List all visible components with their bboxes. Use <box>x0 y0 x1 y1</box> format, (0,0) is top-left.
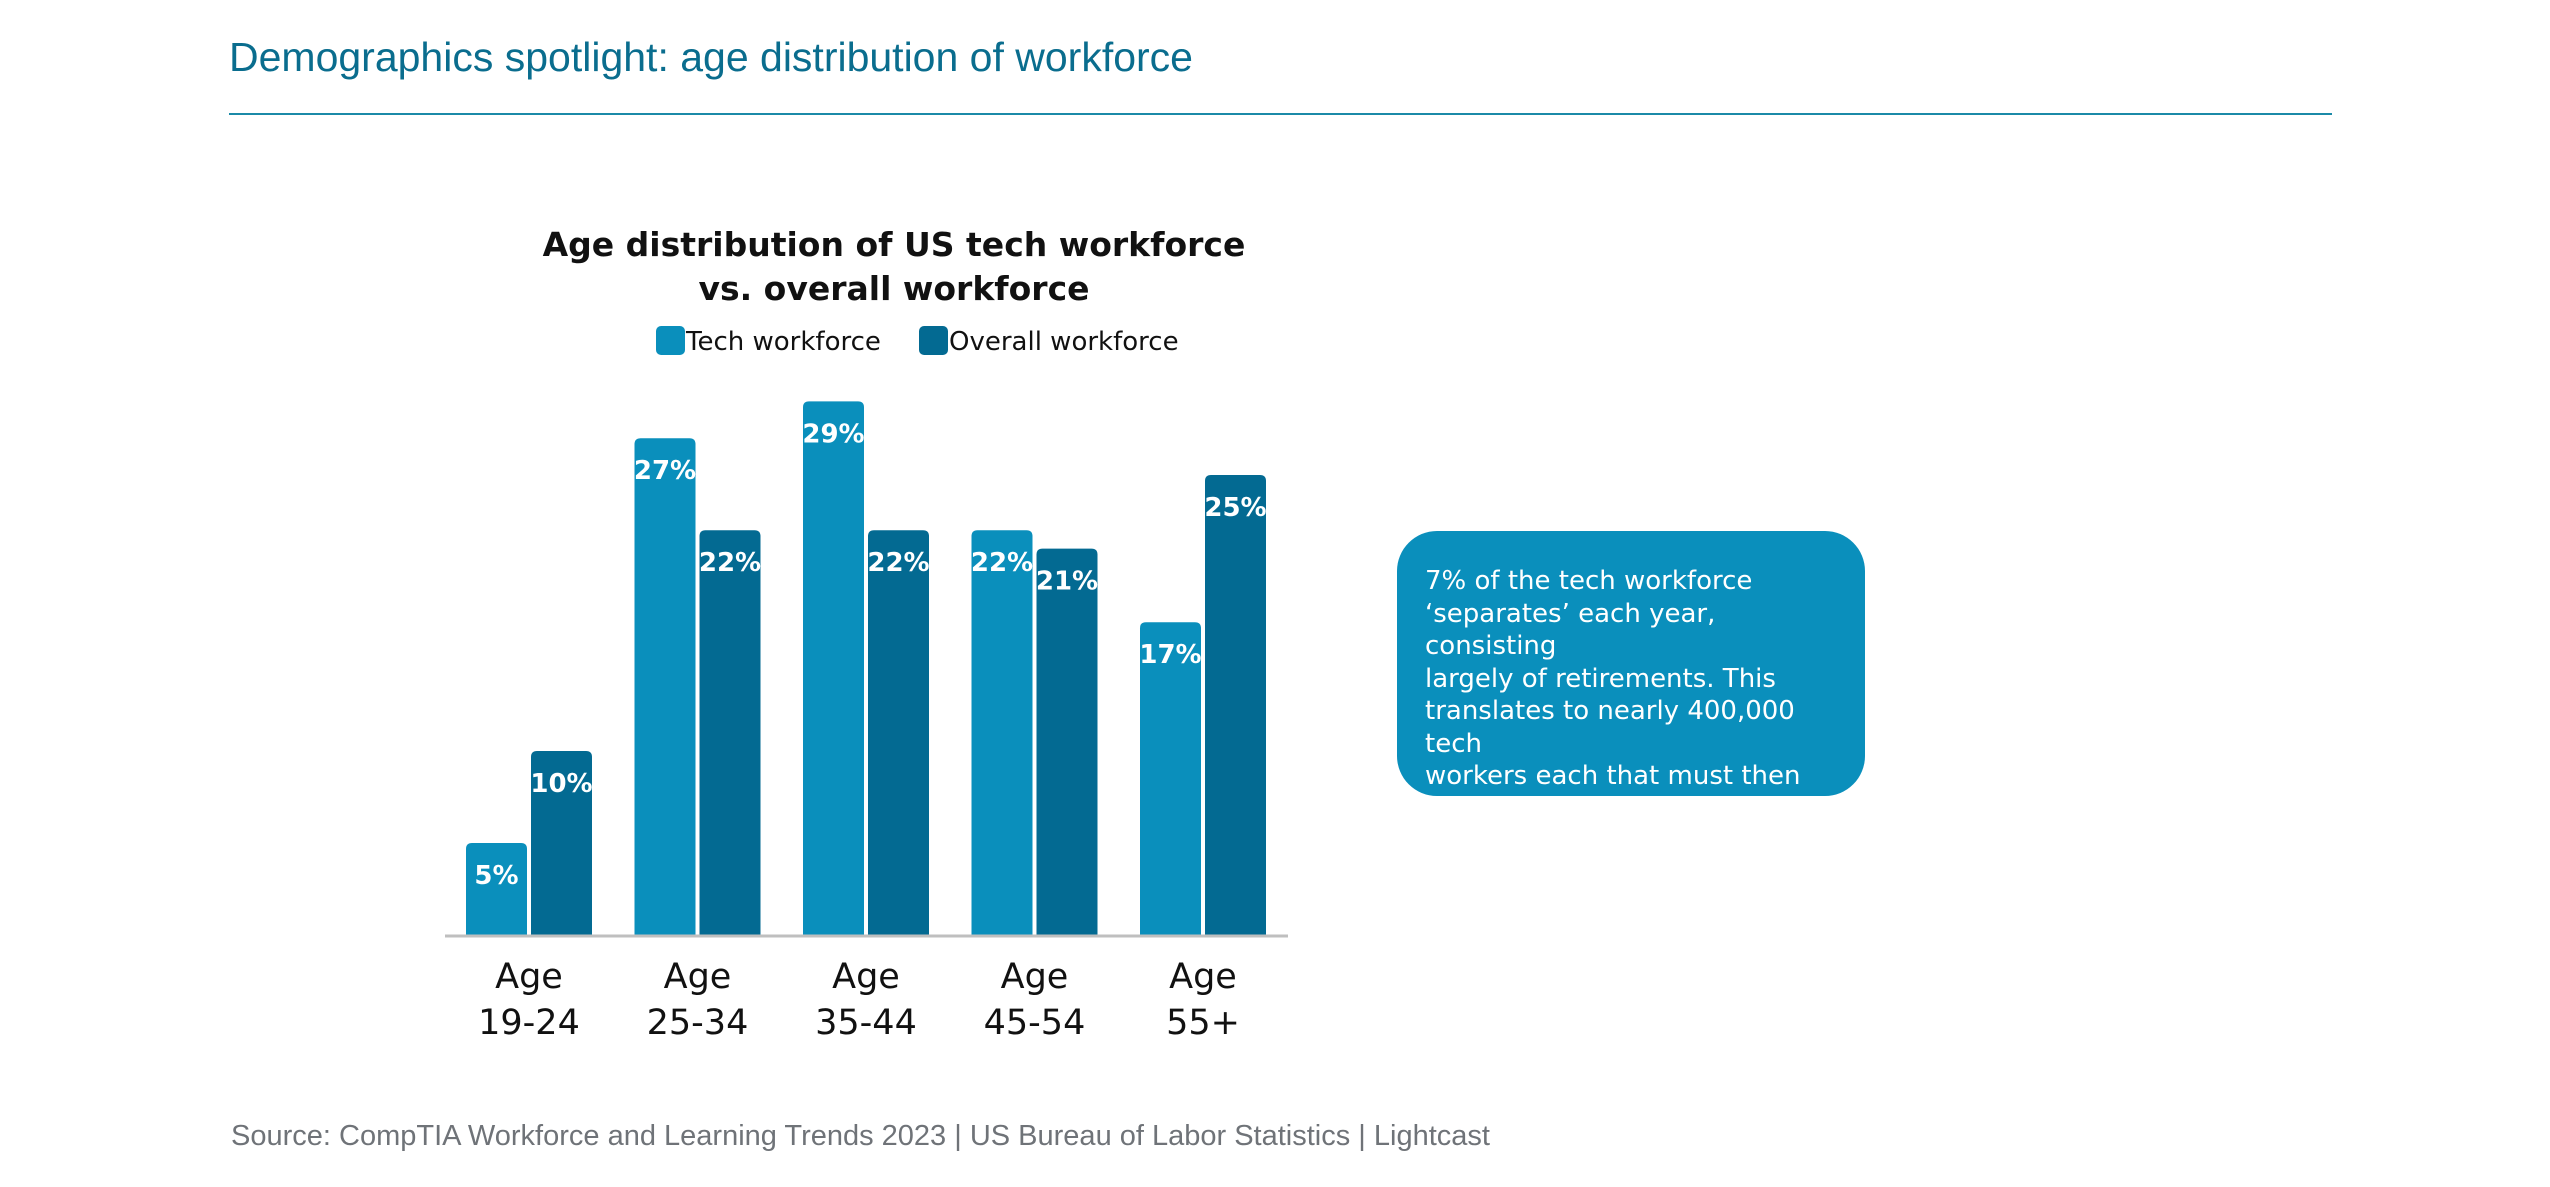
x-tick-label: 45-54 <box>984 1003 1086 1043</box>
legend-swatch <box>919 326 948 355</box>
callout-box: 7% of the tech workforce ‘separates’ eac… <box>1397 531 1865 889</box>
data-label: 22% <box>867 548 929 578</box>
bar <box>1140 622 1201 935</box>
source-note: Source: CompTIA Workforce and Learning T… <box>231 1120 1490 1152</box>
chart-title: Age distribution of US tech workforce vs.… <box>543 225 1246 308</box>
legend-label: Tech workforce <box>685 327 881 357</box>
x-tick-label: 35-44 <box>815 1003 917 1043</box>
chart-legend: Tech workforce Overall workforce <box>656 326 1179 357</box>
bar <box>971 530 1033 935</box>
data-label: 21% <box>1036 567 1098 597</box>
bar <box>1205 475 1266 935</box>
data-label: 17% <box>1139 640 1201 670</box>
x-axis-tick-labels: Age 19-24 Age 25-34 Age 35-44 Age 45-54 Age 55+ <box>478 957 1240 1043</box>
bar <box>1036 548 1098 935</box>
x-tick-label: Age <box>832 957 900 997</box>
chart-title-line: vs. overall workforce <box>698 269 1089 308</box>
data-label: 25% <box>1204 493 1266 523</box>
data-label: 22% <box>699 548 761 578</box>
x-tick-label: Age <box>495 957 563 997</box>
bar <box>868 530 929 935</box>
legend-label: Overall workforce <box>949 327 1179 357</box>
data-label: 10% <box>530 769 592 799</box>
x-tick-label: 19-24 <box>478 1003 580 1043</box>
data-label: 29% <box>802 419 864 449</box>
callout-text: 7% of the tech workforce ‘separates’ eac… <box>1425 566 1801 889</box>
x-tick-label: Age <box>1169 957 1237 997</box>
bar <box>699 530 761 935</box>
page-title: Demographics spotlight: age distribution… <box>229 34 1193 80</box>
data-label: 22% <box>971 548 1033 578</box>
bar <box>803 401 864 935</box>
data-labels: 5%10%27%22%29%22% 22%21%17%25% <box>474 419 1266 891</box>
data-label: 5% <box>474 861 518 891</box>
legend-swatch <box>656 326 685 355</box>
x-tick-label: 25-34 <box>647 1003 749 1043</box>
bar <box>466 843 527 935</box>
x-tick-label: 55+ <box>1166 1003 1240 1043</box>
bar <box>531 751 592 935</box>
x-tick-label: Age <box>664 957 732 997</box>
bars <box>466 401 1266 935</box>
bar <box>634 438 696 935</box>
chart-title-line: Age distribution of US tech workforce <box>543 225 1246 264</box>
x-tick-label: Age <box>1001 957 1069 997</box>
data-label: 27% <box>634 456 696 486</box>
title-divider <box>229 113 2332 115</box>
